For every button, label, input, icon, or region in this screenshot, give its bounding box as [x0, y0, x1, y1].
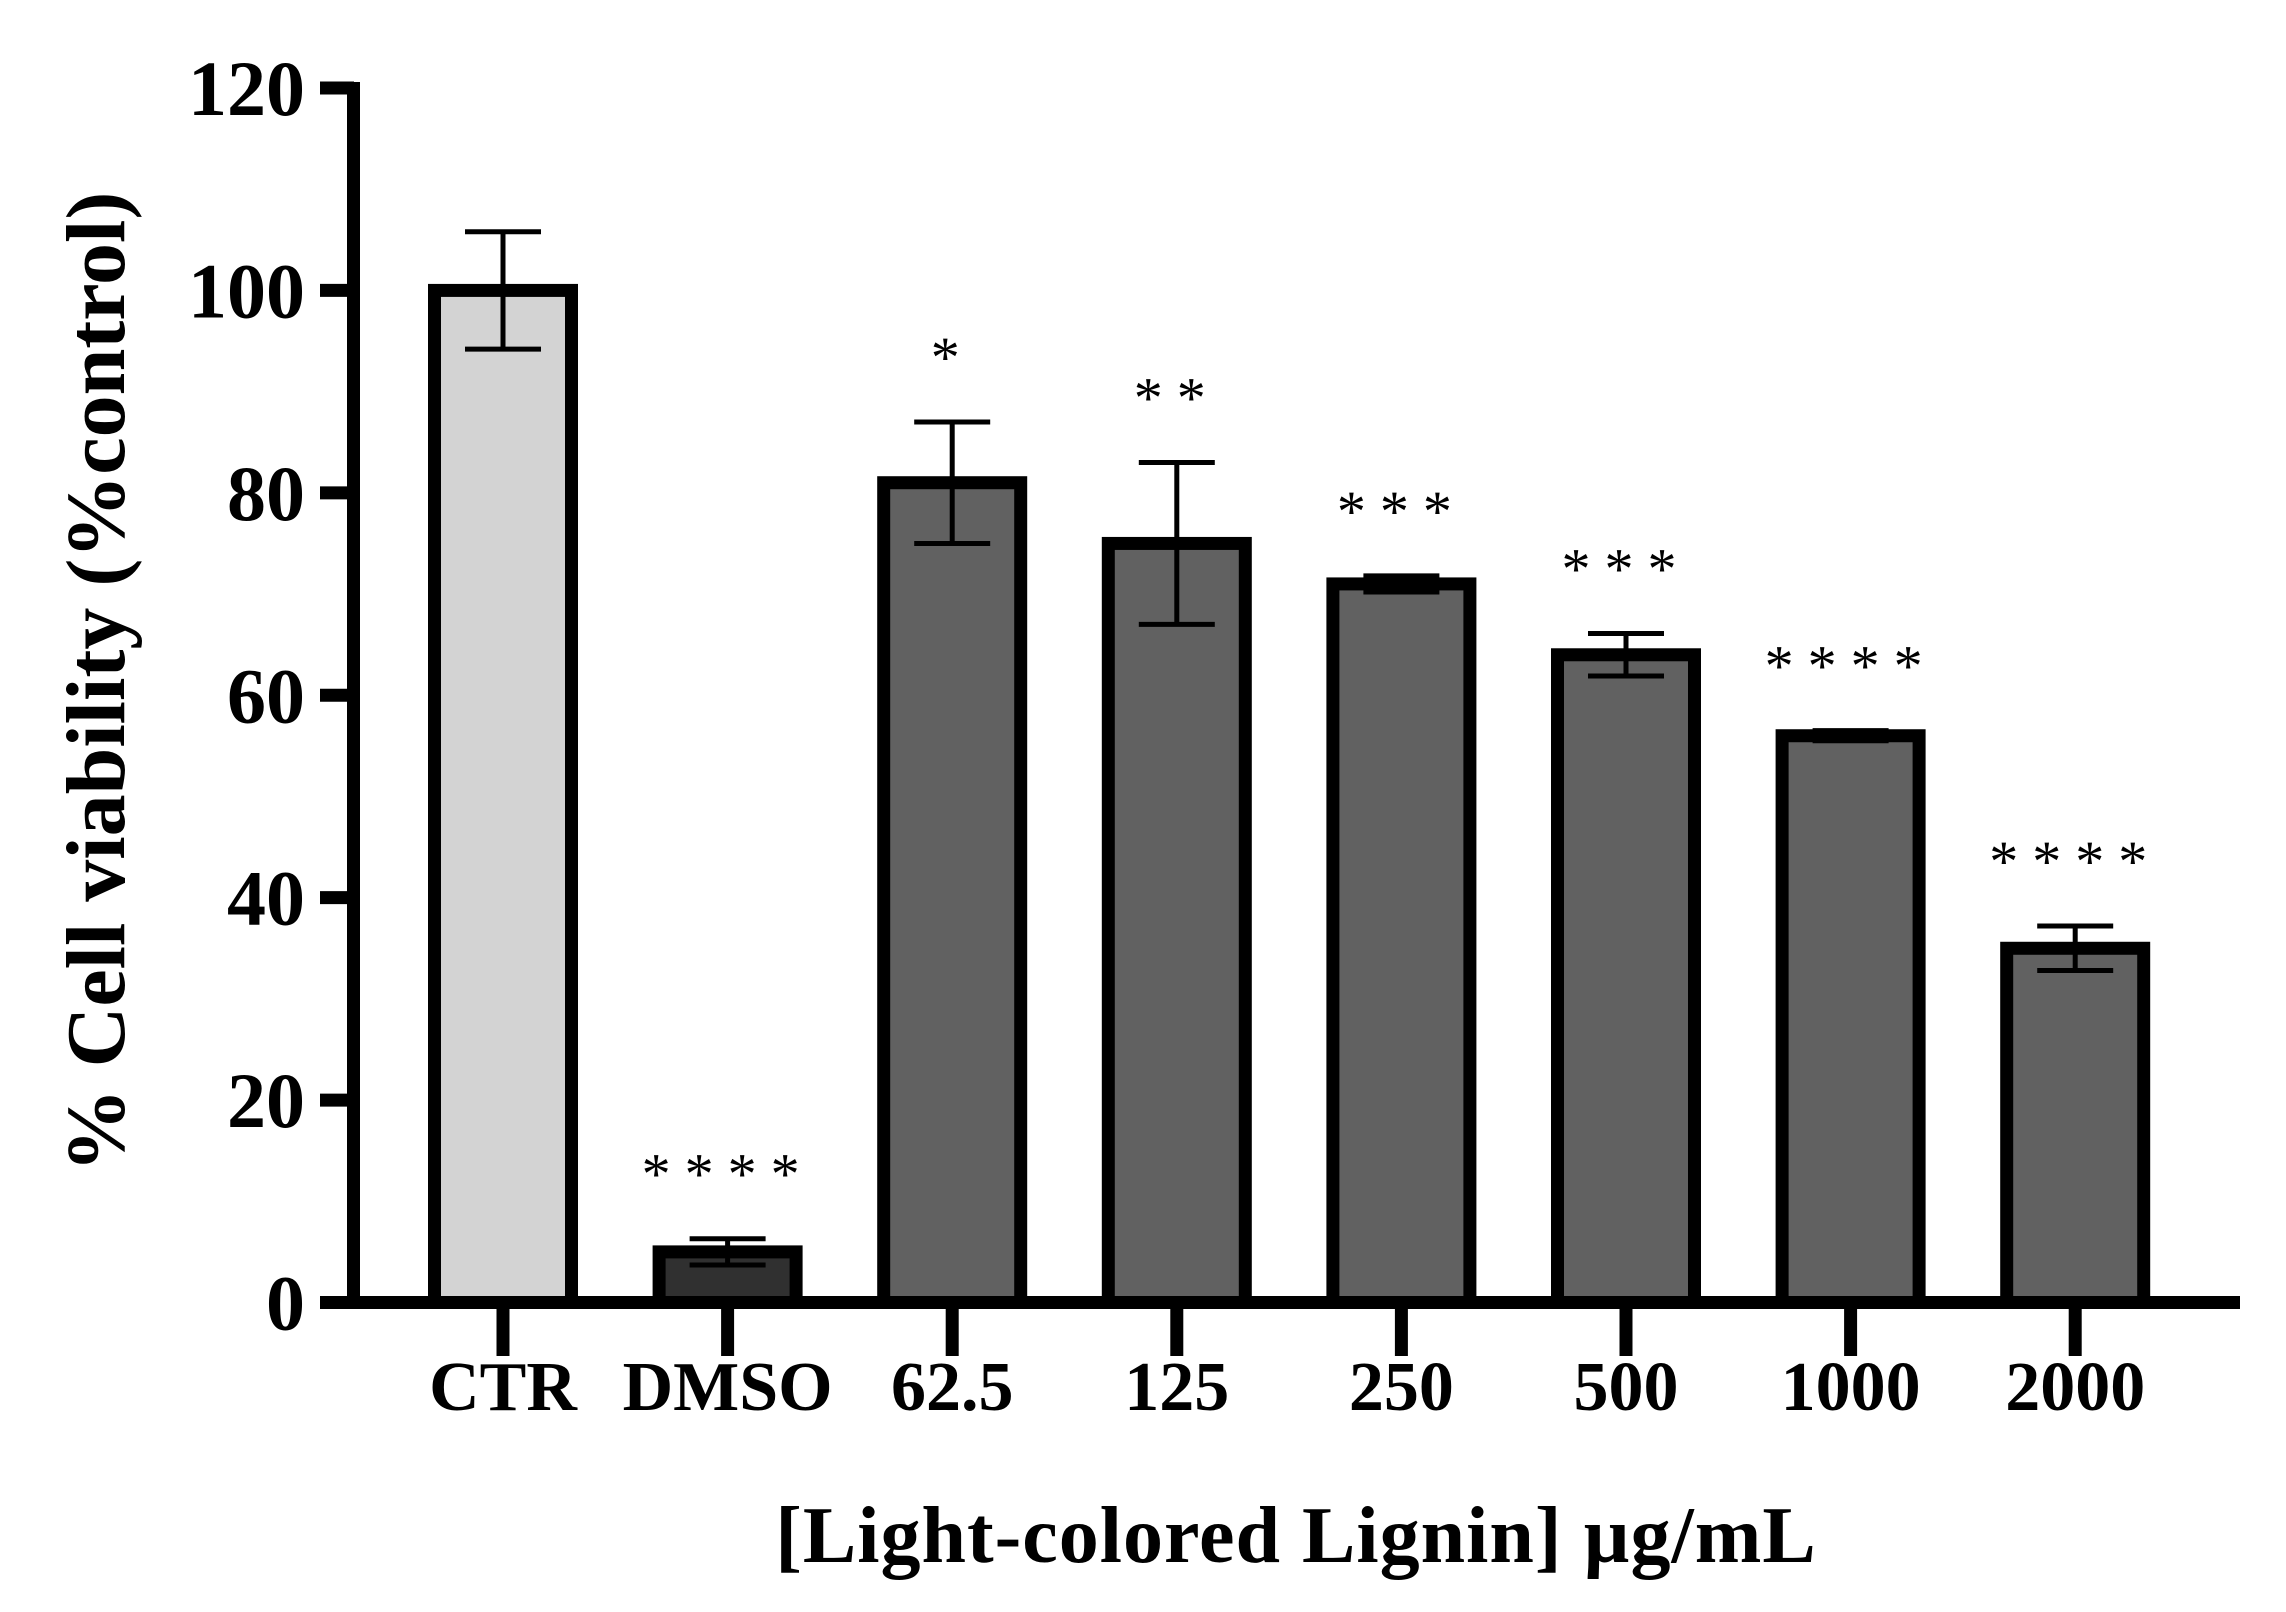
bar-group: **** [642, 1142, 814, 1310]
bar [428, 283, 578, 1309]
significance-marker: **** [1989, 829, 2161, 894]
y-tick-label: 40 [227, 855, 305, 942]
x-tick-label: DMSO [623, 1349, 833, 1426]
bar [1775, 729, 1926, 1309]
bar-group: *** [1551, 537, 1701, 1309]
bar-group: **** [1989, 829, 2161, 1309]
x-tick-label: 1000 [1781, 1349, 1921, 1426]
y-axis-title: % Cell viability (%control) [50, 192, 143, 1173]
x-tick-label: CTR [429, 1349, 578, 1426]
significance-marker: *** [1562, 537, 1691, 602]
significance-marker: *** [1337, 479, 1466, 544]
significance-marker: * [931, 325, 974, 390]
y-tick-label: 20 [227, 1057, 305, 1144]
bars: ********************* [428, 229, 2161, 1310]
y-axis-ticks: 0 20 40 60 80 100 120 [188, 45, 354, 1347]
x-tick-label: 125 [1124, 1349, 1229, 1426]
y-tick-label: 60 [227, 652, 305, 739]
x-axis-title: [Light-colored Lignin] µg/mL [775, 1492, 1817, 1580]
bar-group: * [877, 325, 1028, 1309]
y-tick-label: 80 [227, 450, 305, 537]
significance-marker: **** [1765, 634, 1937, 699]
bar [1326, 577, 1477, 1309]
bar-group [428, 229, 578, 1309]
bar [1551, 648, 1701, 1309]
bar-group: **** [1765, 634, 1937, 1309]
bar [1101, 536, 1252, 1309]
bar-group: ** [1101, 365, 1252, 1309]
y-tick-label: 0 [266, 1260, 305, 1347]
y-tick-label: 120 [188, 45, 305, 132]
x-tick-label: 62.5 [891, 1349, 1014, 1426]
bar [2000, 941, 2151, 1309]
significance-marker: ** [1134, 365, 1220, 430]
x-tick-label: 250 [1349, 1349, 1454, 1426]
significance-marker: **** [642, 1142, 814, 1207]
x-tick-label: 500 [1574, 1349, 1679, 1426]
x-tick-label: 2000 [2005, 1349, 2145, 1426]
y-tick-label: 100 [188, 247, 305, 334]
bar-group: *** [1326, 479, 1477, 1309]
bar [877, 476, 1028, 1309]
x-axis-ticks: CTR DMSO 62.5 125 250 500 1000 2000 [429, 1302, 2145, 1426]
